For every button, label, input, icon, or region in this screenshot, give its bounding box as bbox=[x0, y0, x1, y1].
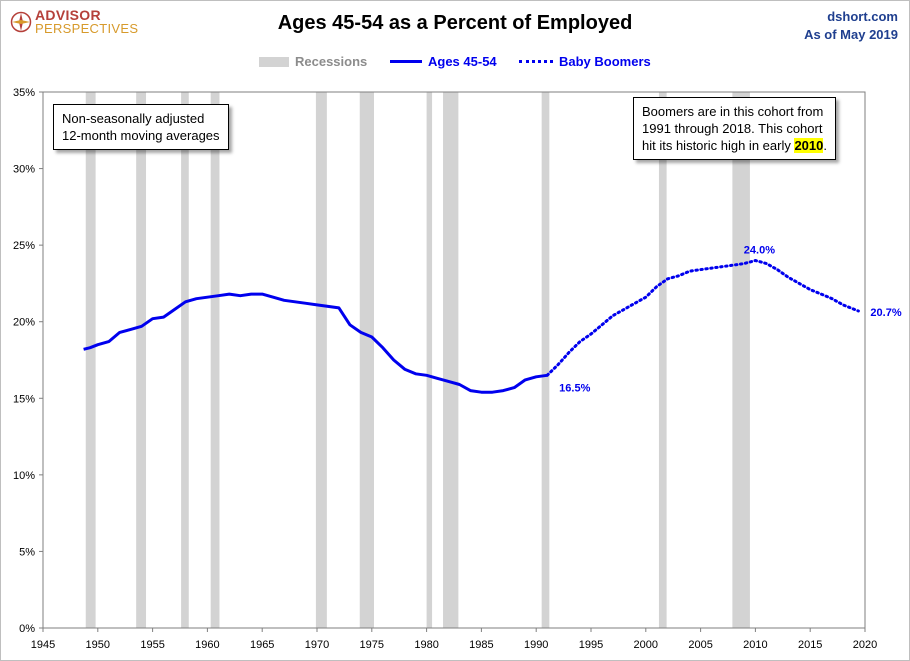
chart-title: Ages 45-54 as a Percent of Employed bbox=[277, 12, 633, 34]
logo-text-advisor: ADVISOR bbox=[35, 7, 101, 23]
compass-icon bbox=[10, 11, 32, 33]
legend-recessions: Recessions bbox=[259, 54, 367, 69]
legend-baby-boomers: Baby Boomers bbox=[519, 54, 651, 69]
recession-band bbox=[315, 92, 327, 628]
boomers-note-line-3: hit its historic high in early 2010. bbox=[642, 137, 827, 154]
value-label: 24.0% bbox=[744, 244, 775, 256]
peak-year-highlight: 2010 bbox=[794, 138, 824, 153]
x-tick-label: 1955 bbox=[140, 639, 164, 651]
recession-band bbox=[541, 92, 550, 628]
x-tick-label: 1985 bbox=[469, 639, 493, 651]
note-line-2: 12-month moving averages bbox=[62, 128, 220, 143]
x-tick-label: 2010 bbox=[743, 639, 767, 651]
x-tick-label: 1980 bbox=[414, 639, 438, 651]
y-tick-label: 5% bbox=[19, 546, 35, 558]
x-tick-label: 1965 bbox=[250, 639, 274, 651]
value-label: 16.5% bbox=[559, 382, 590, 394]
recession-band bbox=[443, 92, 459, 628]
plot-area-border bbox=[42, 91, 866, 629]
advisor-perspectives-logo: ADVISOR PERSPECTIVES bbox=[10, 7, 139, 36]
logo-text-perspectives: PERSPECTIVES bbox=[35, 21, 139, 36]
x-tick-label: 2000 bbox=[634, 639, 658, 651]
x-tick-label: 2015 bbox=[798, 639, 822, 651]
recession-band bbox=[732, 92, 750, 628]
methodology-note: Non-seasonally adjusted 12-month moving … bbox=[53, 104, 229, 150]
y-tick-label: 20% bbox=[13, 317, 35, 329]
y-tick-label: 15% bbox=[13, 393, 35, 405]
recession-band bbox=[181, 92, 189, 628]
chart-legend: Recessions Ages 45-54 Baby Boomers bbox=[0, 54, 910, 72]
legend-ages-45-54-label: Ages 45-54 bbox=[428, 54, 497, 69]
x-tick-label: 1970 bbox=[305, 639, 329, 651]
x-tick-label: 1960 bbox=[195, 639, 219, 651]
value-label: 20.7% bbox=[870, 307, 901, 319]
x-tick-label: 1975 bbox=[360, 639, 384, 651]
recession-band bbox=[359, 92, 374, 628]
axes-layer: 0% 5% 10% 15% 20% 25% 30% 35% 1945 1950 1955 1960 19… bbox=[13, 87, 877, 651]
x-tick-label: 1945 bbox=[31, 639, 55, 651]
x-tick-label: 1990 bbox=[524, 639, 548, 651]
solid-line-swatch bbox=[390, 60, 422, 63]
recession-band bbox=[85, 92, 96, 628]
recession-band bbox=[426, 92, 433, 628]
dotted-line-swatch bbox=[519, 60, 553, 63]
boomers-note-line-3-suffix: . bbox=[823, 138, 827, 153]
boomers-note-line-1: Boomers are in this cohort from bbox=[642, 104, 824, 119]
x-tick-label: 2020 bbox=[853, 639, 877, 651]
boomers-note: Boomers are in this cohort from 1991 thr… bbox=[633, 97, 836, 160]
note-line-1: Non-seasonally adjusted bbox=[62, 111, 205, 126]
source-block: dshort.com As of May 2019 bbox=[804, 8, 898, 44]
x-tick-label: 1950 bbox=[86, 639, 110, 651]
ages-45-54-line bbox=[83, 292, 548, 394]
series-layer bbox=[83, 259, 860, 394]
legend-baby-boomers-label: Baby Boomers bbox=[559, 54, 651, 69]
baby-boomers-line bbox=[545, 259, 860, 377]
as-of-date: As of May 2019 bbox=[804, 27, 898, 42]
recession-swatch bbox=[259, 56, 289, 67]
legend-ages-45-54: Ages 45-54 bbox=[390, 54, 497, 69]
y-tick-label: 0% bbox=[19, 623, 35, 635]
boomers-note-line-2: 1991 through 2018. This cohort bbox=[642, 121, 823, 136]
legend-recessions-label: Recessions bbox=[295, 54, 368, 69]
recession-band bbox=[136, 92, 147, 628]
recession-band bbox=[210, 92, 220, 628]
y-tick-label: 35% bbox=[13, 87, 35, 99]
x-tick-label: 2005 bbox=[688, 639, 712, 651]
x-tick-label: 1995 bbox=[579, 639, 603, 651]
labels-layer: 16.5% 24.0% 20.7% bbox=[559, 244, 902, 394]
source-site: dshort.com bbox=[827, 9, 898, 24]
y-tick-label: 10% bbox=[13, 470, 35, 482]
y-tick-label: 30% bbox=[13, 164, 35, 176]
recession-band bbox=[658, 92, 667, 628]
boomers-note-line-3-text: hit its historic high in early bbox=[642, 138, 795, 153]
y-tick-label: 25% bbox=[13, 240, 35, 252]
recessions-layer bbox=[85, 92, 750, 628]
